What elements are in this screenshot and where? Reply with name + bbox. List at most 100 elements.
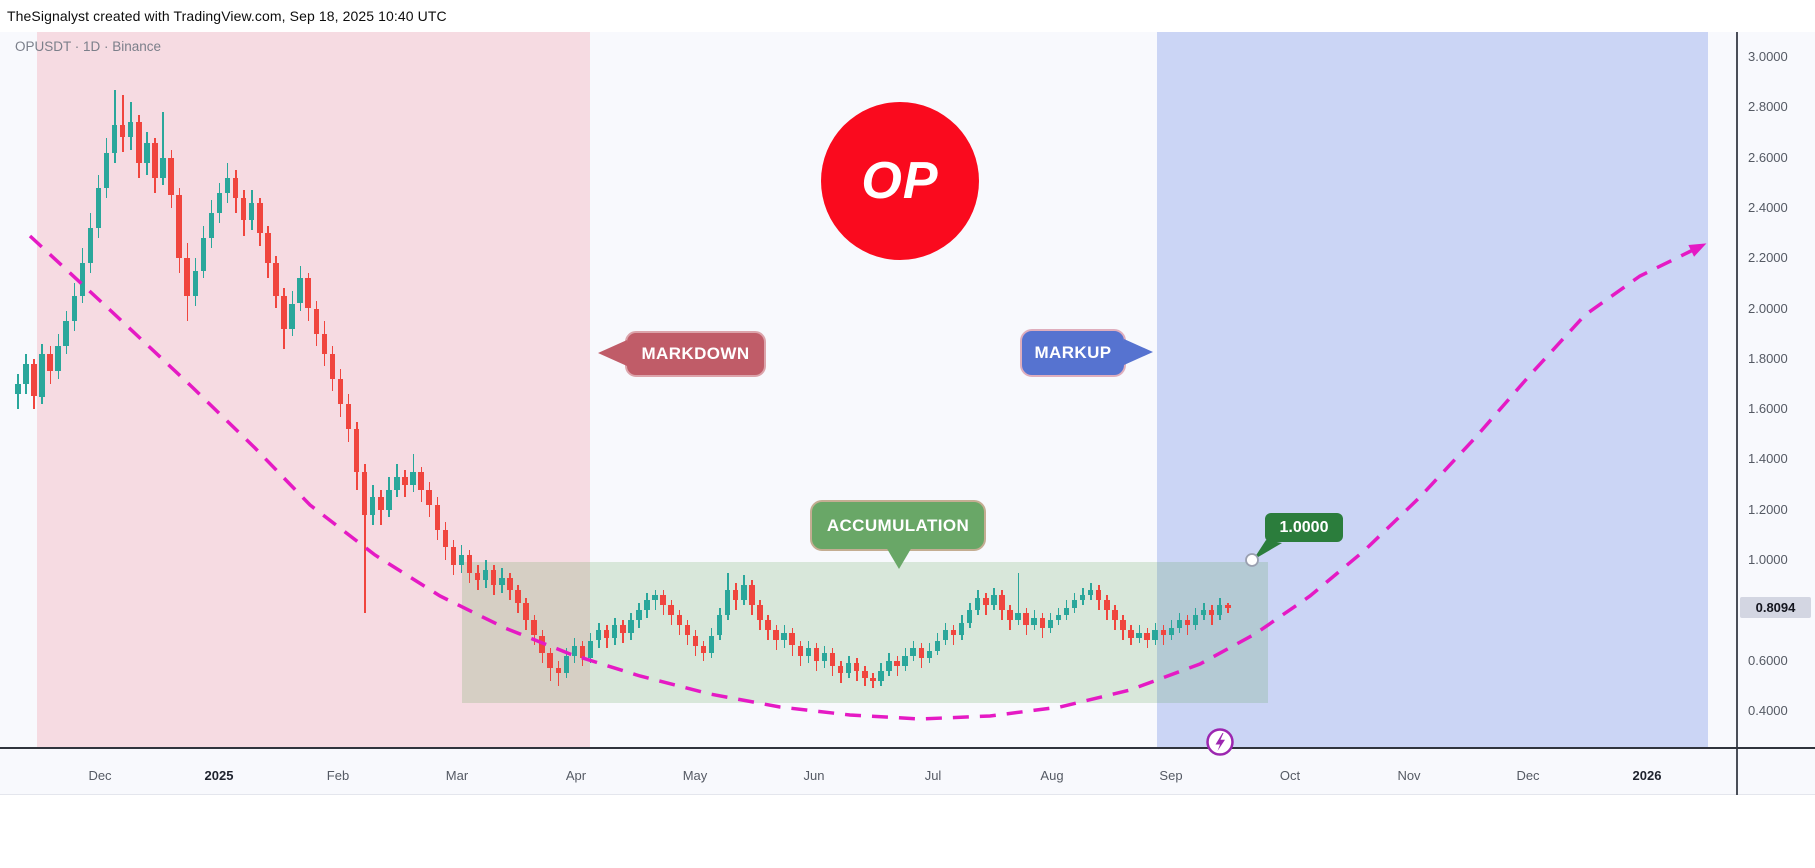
time-tick-label: 2026	[1632, 768, 1662, 783]
accumulation-label-bubble[interactable]: ACCUMULATION	[810, 500, 986, 569]
symbol-legend[interactable]: OPUSDT · 1D · Binance	[15, 39, 162, 54]
candle-body	[636, 610, 642, 621]
candle-body	[31, 363, 37, 397]
time-axis[interactable]: Dec 2025 Feb Mar Apr May Jun Jul Aug Sep Oct Nov Dec…	[0, 748, 1737, 795]
candle-body	[805, 648, 812, 656]
candle-body	[111, 124, 118, 153]
candle-body	[224, 177, 231, 193]
credit-text: TheSignalyst created with TradingView.co…	[7, 8, 447, 24]
candle-body	[1055, 615, 1062, 621]
candle-wick	[1162, 625, 1165, 646]
candle-body	[829, 653, 836, 666]
candle-body	[71, 295, 78, 321]
candle-body	[232, 177, 239, 198]
candle-body	[724, 590, 731, 616]
price-tick-label: 2.0000	[1748, 300, 1788, 316]
candle-body	[1136, 632, 1142, 638]
candle-body	[732, 590, 739, 601]
candle-body	[870, 678, 876, 681]
op-token-logo[interactable]: OP	[821, 102, 979, 260]
candle-body	[1047, 620, 1054, 628]
markup-label-bubble[interactable]: MARKUP	[1020, 329, 1153, 377]
markdown-label-bubble[interactable]: MARKDOWN	[598, 331, 766, 377]
candle-wick	[952, 625, 955, 646]
candle-body	[878, 670, 884, 681]
candle-body	[950, 630, 957, 636]
candle-wick	[557, 660, 560, 686]
candle-body	[289, 303, 295, 329]
candle-body	[555, 668, 562, 674]
time-tick-label: Dec	[1516, 768, 1540, 783]
candle-body	[329, 353, 336, 379]
candle-body	[79, 263, 86, 296]
candle-body	[894, 660, 900, 666]
candle-body	[1144, 632, 1150, 641]
candle-body	[378, 497, 384, 510]
candle-body	[160, 157, 166, 178]
candle-body	[281, 295, 287, 329]
candle-body	[369, 497, 376, 515]
candle-body	[297, 278, 303, 304]
candle-body	[1120, 620, 1126, 631]
candle-body	[579, 645, 586, 659]
candle-body	[845, 663, 852, 674]
candle-body	[208, 212, 215, 239]
candle-body	[749, 585, 755, 606]
price-tick-label: 1.8000	[1748, 350, 1788, 366]
price-tick-label: 3.0000	[1748, 49, 1788, 64]
price-tick-label: 2.8000	[1748, 99, 1788, 115]
candle-body	[466, 555, 473, 573]
candle-body	[716, 615, 723, 636]
candle-body	[418, 472, 424, 490]
candle-body	[434, 504, 441, 530]
candle-body	[426, 489, 432, 505]
candle-body	[321, 333, 328, 354]
candle-body	[934, 640, 941, 651]
candle-body	[539, 635, 545, 654]
candle-body	[1216, 605, 1223, 616]
candle-body	[700, 645, 707, 653]
price-axis[interactable]: 3.0000 2.8000 2.6000 2.4000 2.2000 2.0000 1.80…	[1737, 32, 1815, 748]
candle-body	[119, 124, 126, 138]
markup-bubble-tail-right	[1124, 339, 1153, 365]
candle-body	[620, 625, 626, 633]
candle-body	[1192, 615, 1199, 626]
candle-body	[999, 595, 1005, 611]
time-tick-label: Jul	[924, 768, 942, 783]
candle-body	[1079, 595, 1086, 601]
time-tick-label: Mar	[445, 768, 469, 783]
candle-body	[1039, 617, 1046, 628]
time-tick-label: Oct	[1279, 768, 1301, 783]
price-tick-label: 1.0000	[1748, 552, 1788, 567]
candle-body	[1168, 627, 1175, 636]
candle-body	[789, 632, 795, 646]
candle-body	[15, 384, 21, 395]
candle-body	[394, 477, 400, 490]
candle-body	[1200, 610, 1207, 616]
candle-body	[684, 625, 691, 636]
price-target-badge[interactable]: 1.0000	[1265, 513, 1343, 542]
candle-body	[361, 472, 368, 515]
candle-body	[813, 648, 820, 661]
candle-body	[926, 650, 933, 658]
footer: TradingView	[0, 795, 1815, 868]
price-target-label: 1.0000	[1279, 518, 1329, 536]
candle-body	[531, 620, 537, 636]
candle-body	[1152, 630, 1158, 641]
time-tick-label: May	[682, 768, 708, 783]
candle-body	[853, 663, 860, 671]
candle-body	[1063, 607, 1070, 616]
candle-wick	[122, 94, 124, 153]
candle-wick	[654, 590, 657, 611]
candle-body	[773, 630, 779, 641]
candle-body	[1095, 590, 1102, 601]
candle-body	[708, 635, 715, 654]
candle-wick	[872, 673, 874, 689]
candle-body	[55, 346, 61, 372]
candle-body	[668, 605, 674, 616]
op-token-logo-text: OP	[861, 152, 939, 210]
time-tick-label: Sep	[1159, 768, 1183, 783]
candle-body	[797, 645, 804, 656]
candle-body	[386, 489, 392, 510]
candle-body	[676, 615, 683, 626]
